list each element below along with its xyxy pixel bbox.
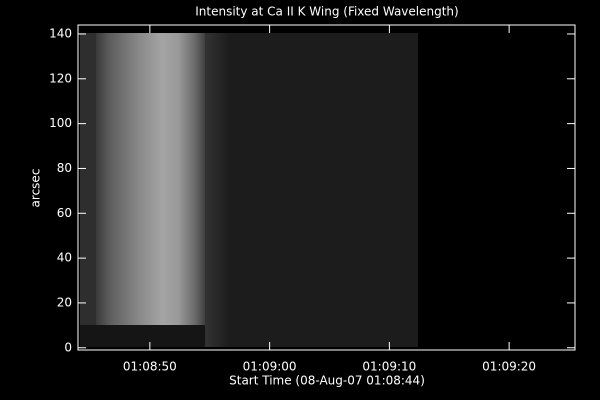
y-axis-label: arcsec <box>29 169 43 208</box>
image-band <box>96 33 206 325</box>
y-tick-label: 0 <box>64 340 72 354</box>
x-tick-label: 01:09:00 <box>243 360 297 374</box>
plot-frame <box>77 24 576 351</box>
image-fade <box>205 33 230 347</box>
chart-title: Intensity at Ca II K Wing (Fixed Wavelen… <box>195 5 458 19</box>
image <box>80 33 418 347</box>
image-edge <box>80 33 98 325</box>
y-tick-label: 80 <box>57 161 72 175</box>
y-tick-label: 120 <box>49 71 72 85</box>
image-dark <box>80 325 210 347</box>
y-tick-label: 20 <box>57 295 72 309</box>
x-tick-label: 01:08:50 <box>123 360 177 374</box>
x-axis-label: Start Time (08-Aug-07 01:08:44) <box>229 374 425 388</box>
y-tick-label: 60 <box>57 206 72 220</box>
y-tick-label: 40 <box>57 251 72 265</box>
x-tick-label: 01:09:10 <box>362 360 416 374</box>
y-tick-label: 100 <box>49 116 72 130</box>
x-tick-label: 01:09:20 <box>482 360 536 374</box>
y-tick-label: 140 <box>49 26 72 40</box>
